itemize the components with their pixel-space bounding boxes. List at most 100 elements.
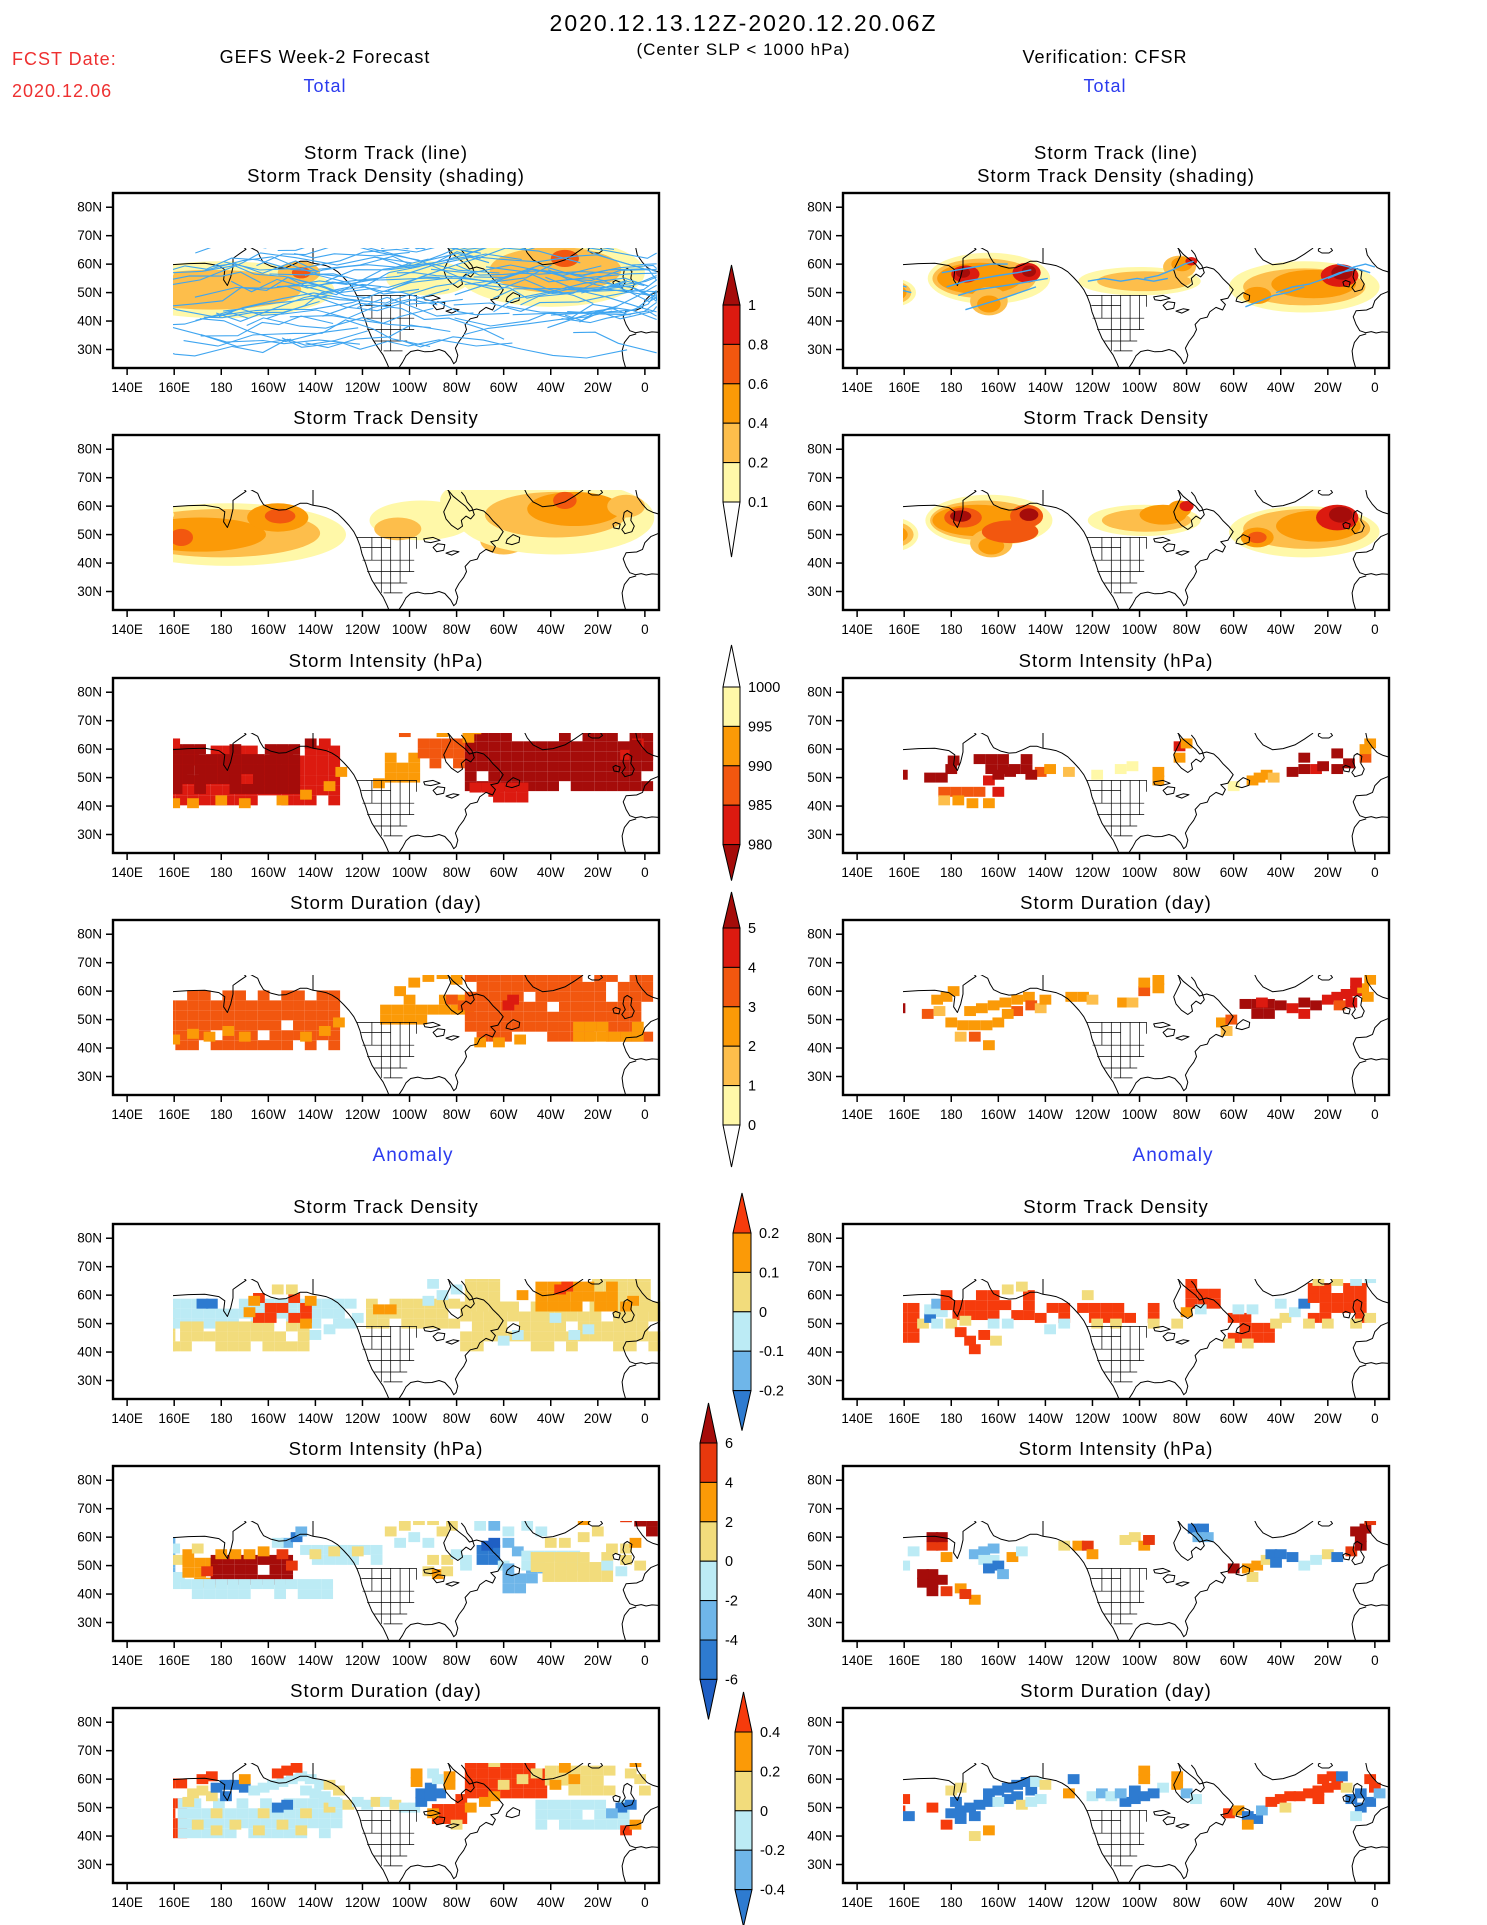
colorbar-tick-label: -0.1 <box>759 1344 784 1360</box>
lon-label: 160E <box>158 1653 190 1668</box>
lon-label: 80W <box>1173 1653 1201 1668</box>
lat-label: 40N <box>807 1041 832 1056</box>
colorbar-tick-label: 6 <box>725 1436 733 1452</box>
figure-title: 2020.12.13.12Z-2020.12.20.06Z <box>549 10 938 36</box>
lon-label: 80W <box>1173 865 1201 880</box>
lon-label: 160W <box>251 1895 287 1910</box>
panel-title: Storm Intensity (hPa) <box>1019 1438 1214 1459</box>
lat-label: 70N <box>807 955 832 970</box>
lat-label: 30N <box>77 1373 102 1388</box>
lon-label: 160W <box>981 1895 1017 1910</box>
lon-label: 140E <box>111 622 143 637</box>
lon-label: 20W <box>1314 1107 1342 1122</box>
lon-label: 140W <box>298 380 334 395</box>
map-frame <box>111 676 661 855</box>
lon-label: 40W <box>1267 622 1295 637</box>
lon-label: 80W <box>443 1411 471 1426</box>
lat-label: 40N <box>77 556 102 571</box>
lat-label: 30N <box>807 584 832 599</box>
lon-label: 160W <box>981 380 1017 395</box>
lon-label: 140E <box>111 1895 143 1910</box>
lon-label: 180 <box>940 380 963 395</box>
colorbar-tick-label: 1 <box>748 298 756 314</box>
shading-layer <box>903 1279 1377 1355</box>
shading-layer <box>173 733 654 809</box>
lat-label: 80N <box>77 927 102 942</box>
lon-label: 160W <box>251 865 287 880</box>
colorbar-tick-label: 2 <box>725 1515 733 1531</box>
lon-label: 60W <box>490 865 518 880</box>
lat-label: 70N <box>77 1743 102 1758</box>
panel-title: Storm Track Density (shading) <box>247 165 525 186</box>
left-column-model-label: GEFS Week-2 Forecast <box>219 47 431 67</box>
lon-label: 100W <box>1122 1895 1158 1910</box>
colorbar-tick-label: 2 <box>748 1039 756 1055</box>
lon-label: 0 <box>1371 1411 1379 1426</box>
lon-label: 0 <box>641 1895 649 1910</box>
lon-label: 60W <box>490 1895 518 1910</box>
lon-label: 160E <box>888 622 920 637</box>
lon-label: 20W <box>584 1895 612 1910</box>
colorbar-tick-label: 0 <box>725 1554 733 1570</box>
map-panel-gefs-intensity-anom: Storm Intensity (hPa) 80N 70N 60N 50N 40N 30N 1… <box>77 1438 661 1668</box>
lon-label: 180 <box>940 622 963 637</box>
lon-label: 40W <box>537 622 565 637</box>
lon-label: 140W <box>1028 1107 1064 1122</box>
colorbar-tick-label: 1000 <box>748 680 780 696</box>
map-frame <box>841 1464 1391 1643</box>
lon-label: 20W <box>1314 622 1342 637</box>
lon-label: 20W <box>1314 1653 1342 1668</box>
lat-label: 40N <box>807 799 832 814</box>
panel-title: Storm Track (line) <box>1034 142 1198 163</box>
panel-title: Storm Duration (day) <box>290 1680 482 1701</box>
lon-label: 160W <box>981 1653 1017 1668</box>
lon-label: 0 <box>641 1107 649 1122</box>
lat-label: 80N <box>77 1231 102 1246</box>
map-frame <box>111 1222 661 1401</box>
lat-label: 30N <box>807 1615 832 1630</box>
lon-label: 160E <box>888 1411 920 1426</box>
colorbar-tick-label: 990 <box>748 759 772 775</box>
lon-label: 20W <box>584 1411 612 1426</box>
lon-label: 100W <box>392 865 428 880</box>
colorbar-tick-label: -0.2 <box>759 1384 784 1400</box>
map-panel-gefs-intensity: Storm Intensity (hPa) 80N 70N 60N 50N 40N 30N 1… <box>77 650 661 880</box>
lon-label: 40W <box>1267 1653 1295 1668</box>
lon-label: 140W <box>298 1895 334 1910</box>
lon-label: 120W <box>1075 1411 1111 1426</box>
lon-label: 60W <box>1220 865 1248 880</box>
lon-label: 160E <box>888 1653 920 1668</box>
lon-label: 140E <box>841 1107 873 1122</box>
lat-label: 80N <box>807 1231 832 1246</box>
map-panel-gefs-density-anom: Storm Track Density 80N 70N 60N 50N 40N 30N 140… <box>77 1196 661 1426</box>
lon-label: 40W <box>1267 865 1295 880</box>
lon-label: 180 <box>210 1107 233 1122</box>
map-frame <box>111 918 661 1097</box>
lon-label: 80W <box>443 1107 471 1122</box>
panel-title: Storm Track Density <box>1023 407 1209 428</box>
map-frame <box>841 1706 1391 1885</box>
lat-label: 40N <box>77 1587 102 1602</box>
lat-label: 60N <box>807 1530 832 1545</box>
lon-label: 180 <box>210 380 233 395</box>
lat-label: 30N <box>807 342 832 357</box>
lat-label: 30N <box>77 1069 102 1084</box>
lon-label: 140W <box>298 1107 334 1122</box>
state-borders <box>1086 537 1147 594</box>
colorbar-tick-label: 5 <box>748 921 756 937</box>
coastline <box>173 975 660 1095</box>
lon-label: 120W <box>1075 1653 1111 1668</box>
lat-label: 30N <box>807 1857 832 1872</box>
lon-label: 20W <box>584 622 612 637</box>
lon-label: 160E <box>888 865 920 880</box>
colorbar-cb-intensity-anom: 6 4 2 0 -2 -4 -6 <box>699 1402 738 1720</box>
coastline <box>903 248 1390 368</box>
lon-label: 140E <box>841 622 873 637</box>
colorbar-tick-label: 0.6 <box>748 377 768 393</box>
lon-label: 40W <box>537 1895 565 1910</box>
colorbar-tick-label: 4 <box>748 960 756 976</box>
lon-label: 60W <box>490 380 518 395</box>
panel-title: Storm Intensity (hPa) <box>289 650 484 671</box>
colorbar-tick-label: -0.4 <box>760 1883 785 1899</box>
lat-label: 60N <box>77 257 102 272</box>
